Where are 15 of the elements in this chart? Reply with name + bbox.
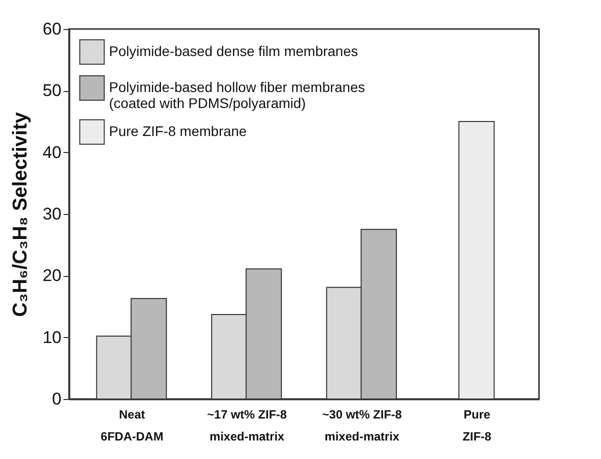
y-tick-label: 50	[42, 81, 62, 100]
x-tick-label: ~17 wt% ZIF-8 mixed-matrix	[207, 408, 288, 444]
y-tick-label: 40	[42, 142, 62, 162]
y-axis-title: C₃H₆/C₃H₈ Selectivity	[10, 111, 32, 317]
legend-label: Pure ZIF-8 membrane	[109, 123, 247, 139]
y-tick-label: 30	[42, 204, 62, 224]
legend-label: Polyimide-based hollow fiber membranes (coated with PDMS/polyaramid)	[109, 79, 366, 111]
x-tick-label: Pure ZIF-8	[462, 408, 492, 444]
y-tick-label: 20	[42, 266, 62, 286]
y-tick-label: 0	[52, 390, 62, 408]
x-tick-label: ~30 wt% ZIF-8 mixed-matrix	[322, 408, 402, 444]
y-tick-label: 60	[42, 20, 62, 38]
legend-label: Polyimide-based dense film membranes	[109, 43, 358, 59]
x-tick-label: Neat 6FDA-DAM	[100, 408, 164, 444]
y-tick-label: 10	[42, 328, 62, 347]
